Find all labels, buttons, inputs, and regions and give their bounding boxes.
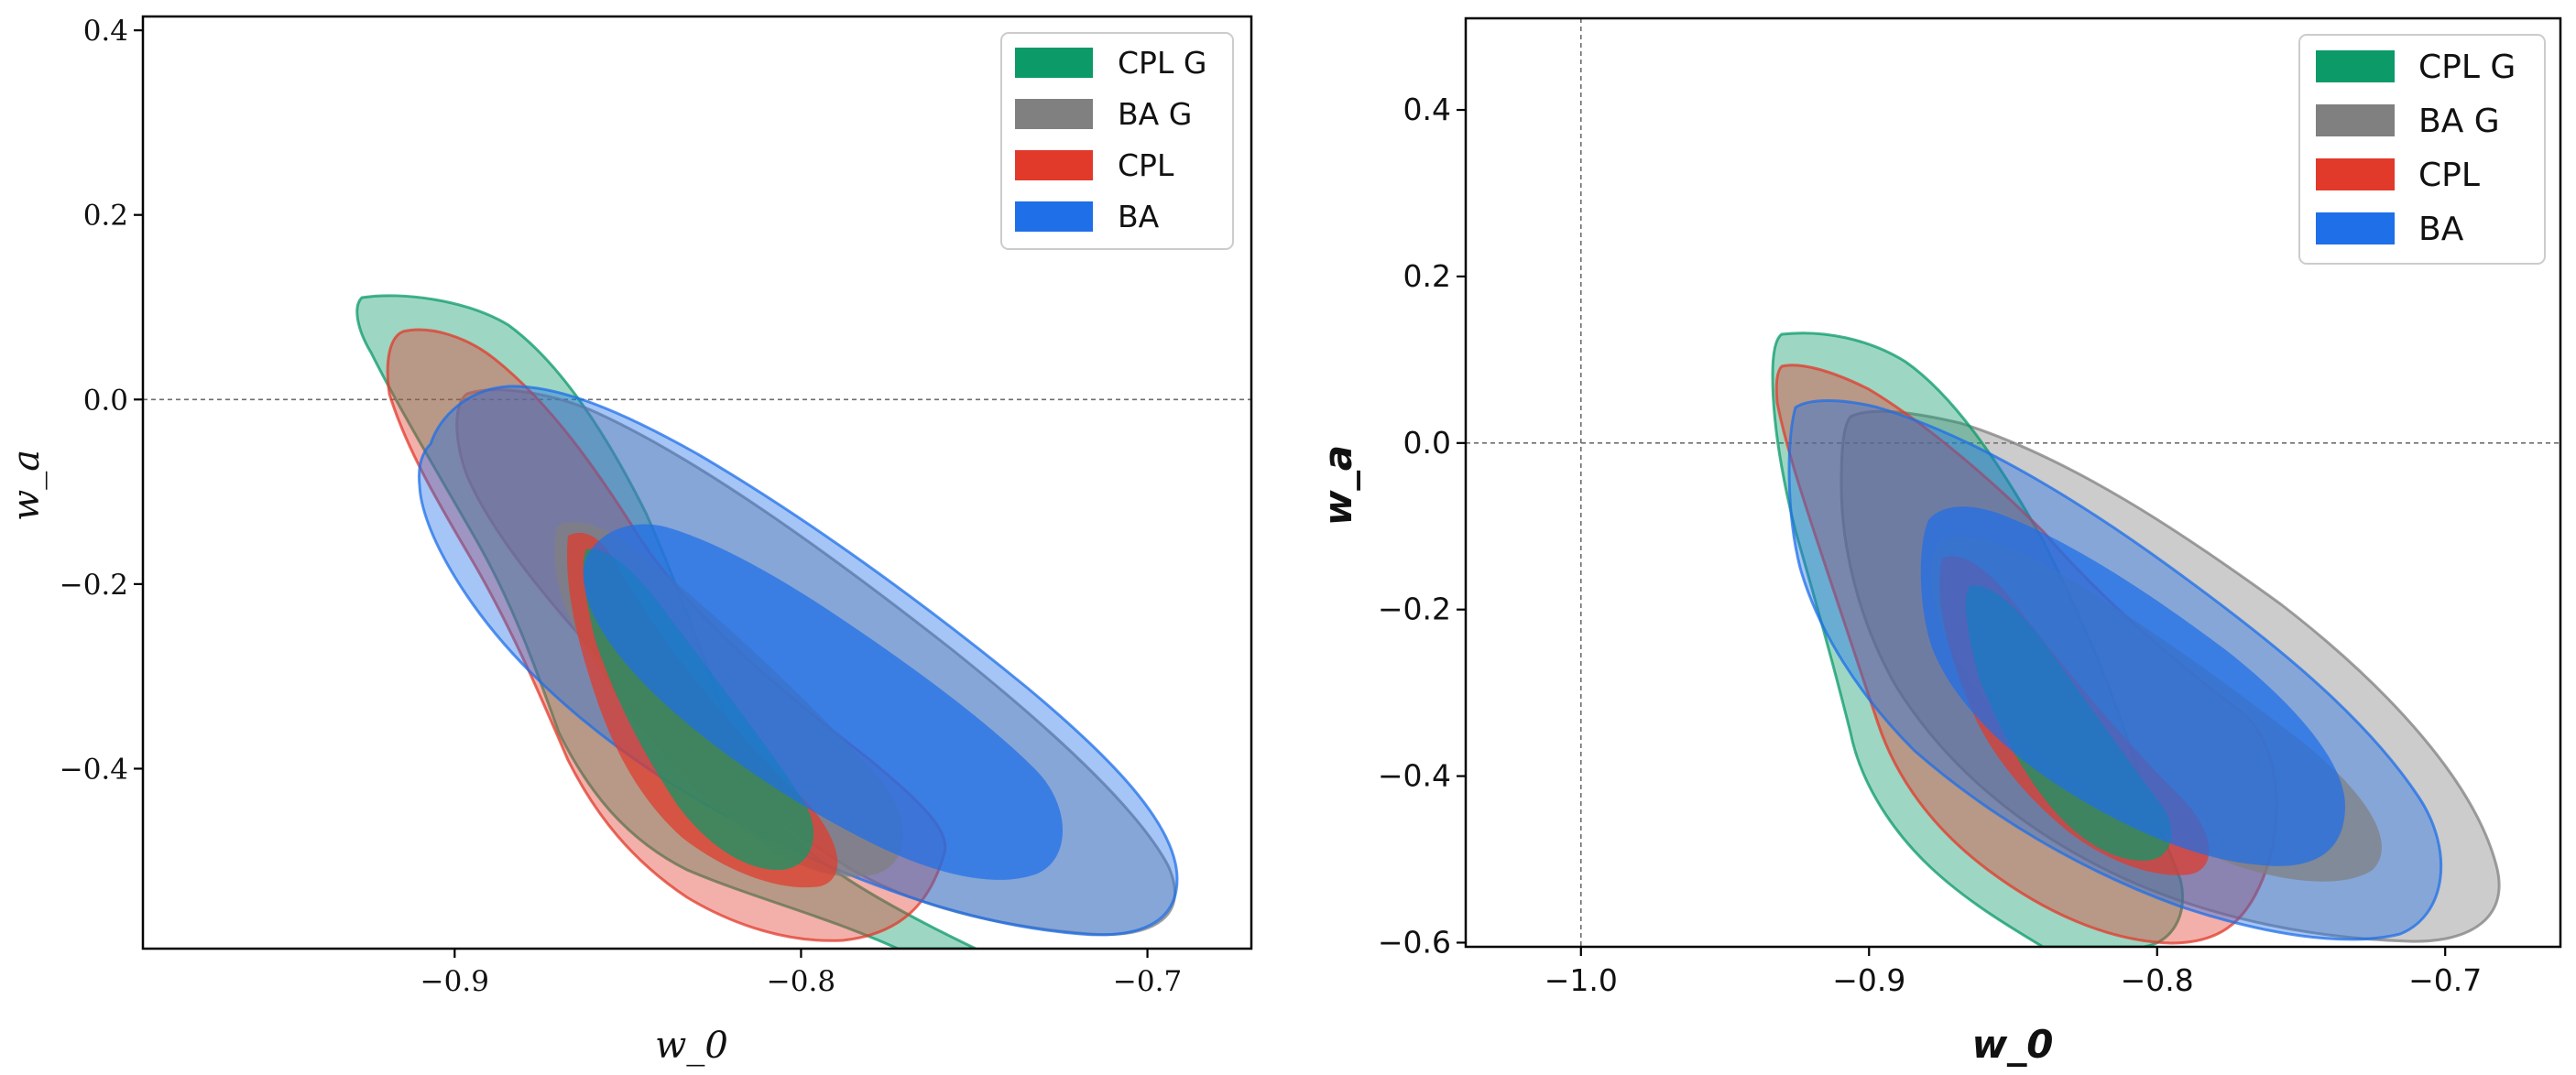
left-legend-swatch-ba-g bbox=[1015, 99, 1093, 129]
left-y-tick-label: 0.0 bbox=[83, 384, 128, 417]
left-axes-frame bbox=[141, 15, 1253, 950]
left-legend-swatch-ba bbox=[1015, 201, 1093, 232]
left-y-ticks: 0.4 0.2 0.0 −0.2 −0.4 bbox=[60, 15, 143, 786]
left-y-tick-label: −0.2 bbox=[60, 569, 128, 602]
left-plot-area bbox=[143, 294, 1251, 949]
left-x-tick-label: −0.7 bbox=[1113, 965, 1182, 998]
right-y-tick-label: 0.4 bbox=[1403, 92, 1451, 127]
left-legend-label-ba: BA bbox=[1118, 199, 1160, 234]
left-panel: 0.4 0.2 0.0 −0.2 −0.4 −0.9 −0.8 −0.7 w_0… bbox=[5, 15, 1253, 1067]
right-x-tick-label: −1.0 bbox=[1545, 962, 1618, 998]
left-y-tick-label: 0.2 bbox=[83, 200, 128, 233]
right-contour-ba-1sigma bbox=[1920, 506, 2345, 866]
right-y-ticks: 0.4 0.2 0.0 −0.2 −0.4 −0.6 bbox=[1378, 92, 1466, 960]
left-legend-swatch-cpl bbox=[1015, 150, 1093, 180]
right-axes-frame bbox=[1464, 16, 2562, 949]
right-legend-swatch-cpl bbox=[2316, 158, 2395, 190]
right-y-axis-label: w_a bbox=[1315, 445, 1360, 526]
right-y-tick-label: −0.2 bbox=[1378, 592, 1451, 627]
left-legend-label-cpl: CPL bbox=[1118, 147, 1174, 183]
right-y-tick-label: −0.6 bbox=[1378, 924, 1451, 960]
left-legend-label-cpl-g: CPL G bbox=[1118, 45, 1206, 81]
right-y-tick-label: −0.4 bbox=[1378, 758, 1451, 794]
left-y-axis-label: w_a bbox=[5, 450, 48, 521]
right-x-tick-label: −0.9 bbox=[1832, 962, 1905, 998]
left-y-tick-label: 0.4 bbox=[83, 15, 128, 48]
left-legend: CPL G BA G CPL BA bbox=[1000, 32, 1234, 250]
left-x-axis-label: w_0 bbox=[655, 1025, 728, 1067]
right-plot-area bbox=[1466, 18, 2560, 947]
right-legend-label-cpl-g: CPL G bbox=[2418, 49, 2516, 86]
right-legend-label-ba: BA bbox=[2418, 211, 2464, 248]
right-x-tick-label: −0.7 bbox=[2408, 962, 2482, 998]
right-legend-swatch-ba bbox=[2316, 212, 2395, 244]
left-x-tick-label: −0.8 bbox=[767, 965, 835, 998]
right-panel: 0.4 0.2 0.0 −0.2 −0.4 −0.6 −1.0 −0.9 −0.… bbox=[1315, 16, 2562, 1067]
right-y-tick-label: 0.2 bbox=[1403, 258, 1451, 294]
right-x-tick-label: −0.8 bbox=[2121, 962, 2194, 998]
right-legend: CPL G BA G CPL BA bbox=[2298, 34, 2546, 265]
left-legend-label-ba-g: BA G bbox=[1118, 96, 1192, 132]
left-contour-ba-1sigma bbox=[583, 524, 1063, 880]
right-legend-box bbox=[2298, 34, 2546, 265]
right-legend-swatch-ba-g bbox=[2316, 104, 2395, 136]
right-y-tick-label: 0.0 bbox=[1403, 425, 1451, 461]
right-legend-label-ba-g: BA G bbox=[2418, 103, 2500, 140]
right-legend-swatch-cpl-g bbox=[2316, 50, 2395, 82]
left-legend-swatch-cpl-g bbox=[1015, 48, 1093, 78]
right-x-axis-label: w_0 bbox=[1971, 1022, 2053, 1067]
left-x-tick-label: −0.9 bbox=[420, 965, 489, 998]
right-legend-label-cpl: CPL bbox=[2418, 157, 2480, 194]
left-x-ticks: −0.9 −0.8 −0.7 bbox=[420, 949, 1182, 998]
left-legend-box bbox=[1000, 32, 1234, 250]
right-x-ticks: −1.0 −0.9 −0.8 −0.7 bbox=[1545, 947, 2482, 998]
left-y-tick-label: −0.4 bbox=[60, 753, 128, 786]
